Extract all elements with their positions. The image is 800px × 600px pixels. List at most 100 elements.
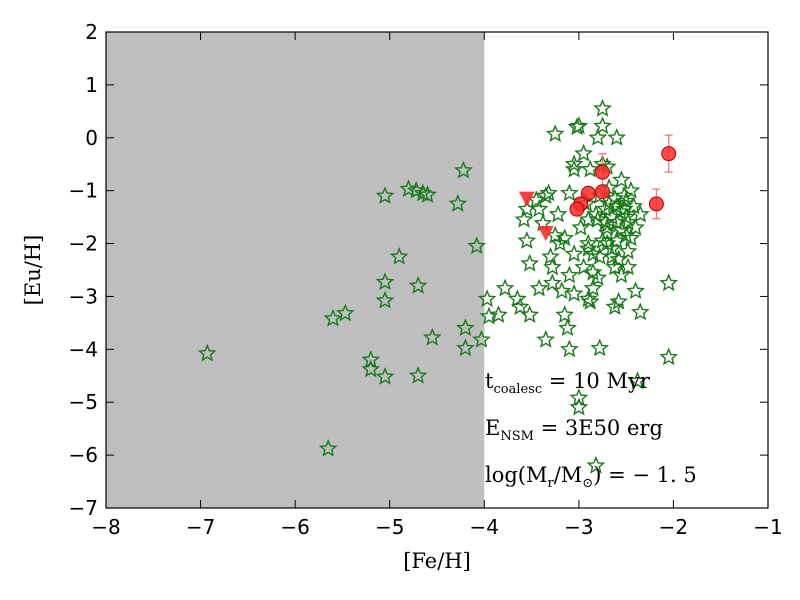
star-point <box>580 159 600 178</box>
star-point <box>552 281 572 300</box>
star-point <box>578 233 598 252</box>
star-point <box>361 359 381 378</box>
triangle-point <box>537 225 554 241</box>
annotations: tcoalesc = 10 Myr ENSM = 3E50 erg log(Mr/M… <box>485 369 697 491</box>
star-point <box>659 273 679 292</box>
star-point <box>616 207 636 226</box>
star-point <box>529 278 549 297</box>
star-point <box>495 278 515 297</box>
star-point <box>607 127 627 146</box>
star-point <box>454 160 473 179</box>
y-tick-label: 2 <box>85 20 98 44</box>
star-point <box>555 305 575 323</box>
y-tick-label: −1 <box>69 179 98 203</box>
circle-point <box>580 185 596 201</box>
star-point <box>543 273 562 292</box>
star-point <box>578 238 598 257</box>
star-point <box>621 228 641 247</box>
star-point <box>612 170 631 189</box>
star-point <box>323 308 343 327</box>
star-point <box>569 397 589 416</box>
star-point <box>626 217 645 236</box>
star-point <box>472 329 491 348</box>
star-point <box>569 388 589 406</box>
x-tick-label: −1 <box>753 515 782 539</box>
star-point <box>375 366 395 385</box>
star-point <box>520 305 540 323</box>
y-tick-label: −7 <box>69 496 98 520</box>
data-marks <box>197 98 679 474</box>
star-point <box>529 199 549 218</box>
star-point <box>630 204 650 223</box>
star-point <box>564 244 584 263</box>
star-point <box>605 257 625 276</box>
x-tick-label: −5 <box>375 515 404 539</box>
star-point <box>609 291 628 310</box>
y-tick-label: −4 <box>69 337 98 361</box>
x-tick-label: −4 <box>470 515 499 539</box>
star-point <box>593 231 612 249</box>
circle-point <box>648 196 664 212</box>
star-point <box>375 290 395 309</box>
star-point <box>630 302 650 321</box>
star-point <box>550 233 570 252</box>
x-axis-label: [Fe/H] <box>403 549 471 573</box>
star-point <box>560 265 579 284</box>
x-tick-label: −8 <box>91 515 120 539</box>
star-point <box>375 186 395 204</box>
star-point <box>564 154 584 173</box>
star-point <box>517 231 537 249</box>
star-point <box>574 143 593 162</box>
star-point <box>545 124 565 142</box>
star-point <box>456 338 475 357</box>
star-point <box>536 186 556 204</box>
star-point <box>583 278 603 297</box>
star-point <box>335 303 355 322</box>
star-point <box>583 262 603 281</box>
star-point <box>564 283 584 302</box>
star-point <box>514 209 534 228</box>
star-point <box>628 371 647 389</box>
star-point <box>588 268 608 286</box>
star-point <box>418 185 437 203</box>
star-point <box>618 241 638 260</box>
star-point <box>586 455 606 474</box>
star-point <box>626 281 645 300</box>
star-point <box>578 289 598 308</box>
star-point <box>659 347 679 366</box>
star-point <box>588 127 608 146</box>
star-point <box>612 265 631 284</box>
star-point <box>621 180 641 199</box>
circle-point <box>595 164 610 180</box>
x-tick-label: −2 <box>659 515 688 539</box>
y-axis-label: [Eu/H] <box>21 235 45 306</box>
star-point <box>558 318 577 337</box>
y-tick-label: −3 <box>69 284 98 308</box>
star-point <box>408 365 428 384</box>
star-point <box>536 329 556 348</box>
star-point <box>448 194 468 212</box>
y-tick-label: 0 <box>85 126 98 150</box>
triangle-point <box>518 191 535 207</box>
star-point <box>408 276 428 294</box>
y-tick-label: −6 <box>69 443 98 467</box>
star-point <box>456 318 475 337</box>
star-point <box>605 297 625 315</box>
star-point <box>607 196 627 215</box>
annotation-line: ENSM = 3E50 erg <box>485 416 663 444</box>
plot-frame <box>105 31 769 509</box>
star-point <box>361 350 381 368</box>
star-point <box>612 220 631 239</box>
circle-point <box>569 201 585 217</box>
x-tick-label: −3 <box>564 515 593 539</box>
annotation-line: log(Mr/M⊙) = − 1. 5 <box>485 463 697 491</box>
star-point <box>590 338 610 357</box>
star-point <box>375 272 395 291</box>
y-tick-label: −5 <box>69 390 98 414</box>
star-point <box>318 438 338 457</box>
circle-point <box>661 146 677 162</box>
star-point <box>422 327 442 346</box>
star-point <box>560 339 579 358</box>
star-point <box>593 98 612 117</box>
